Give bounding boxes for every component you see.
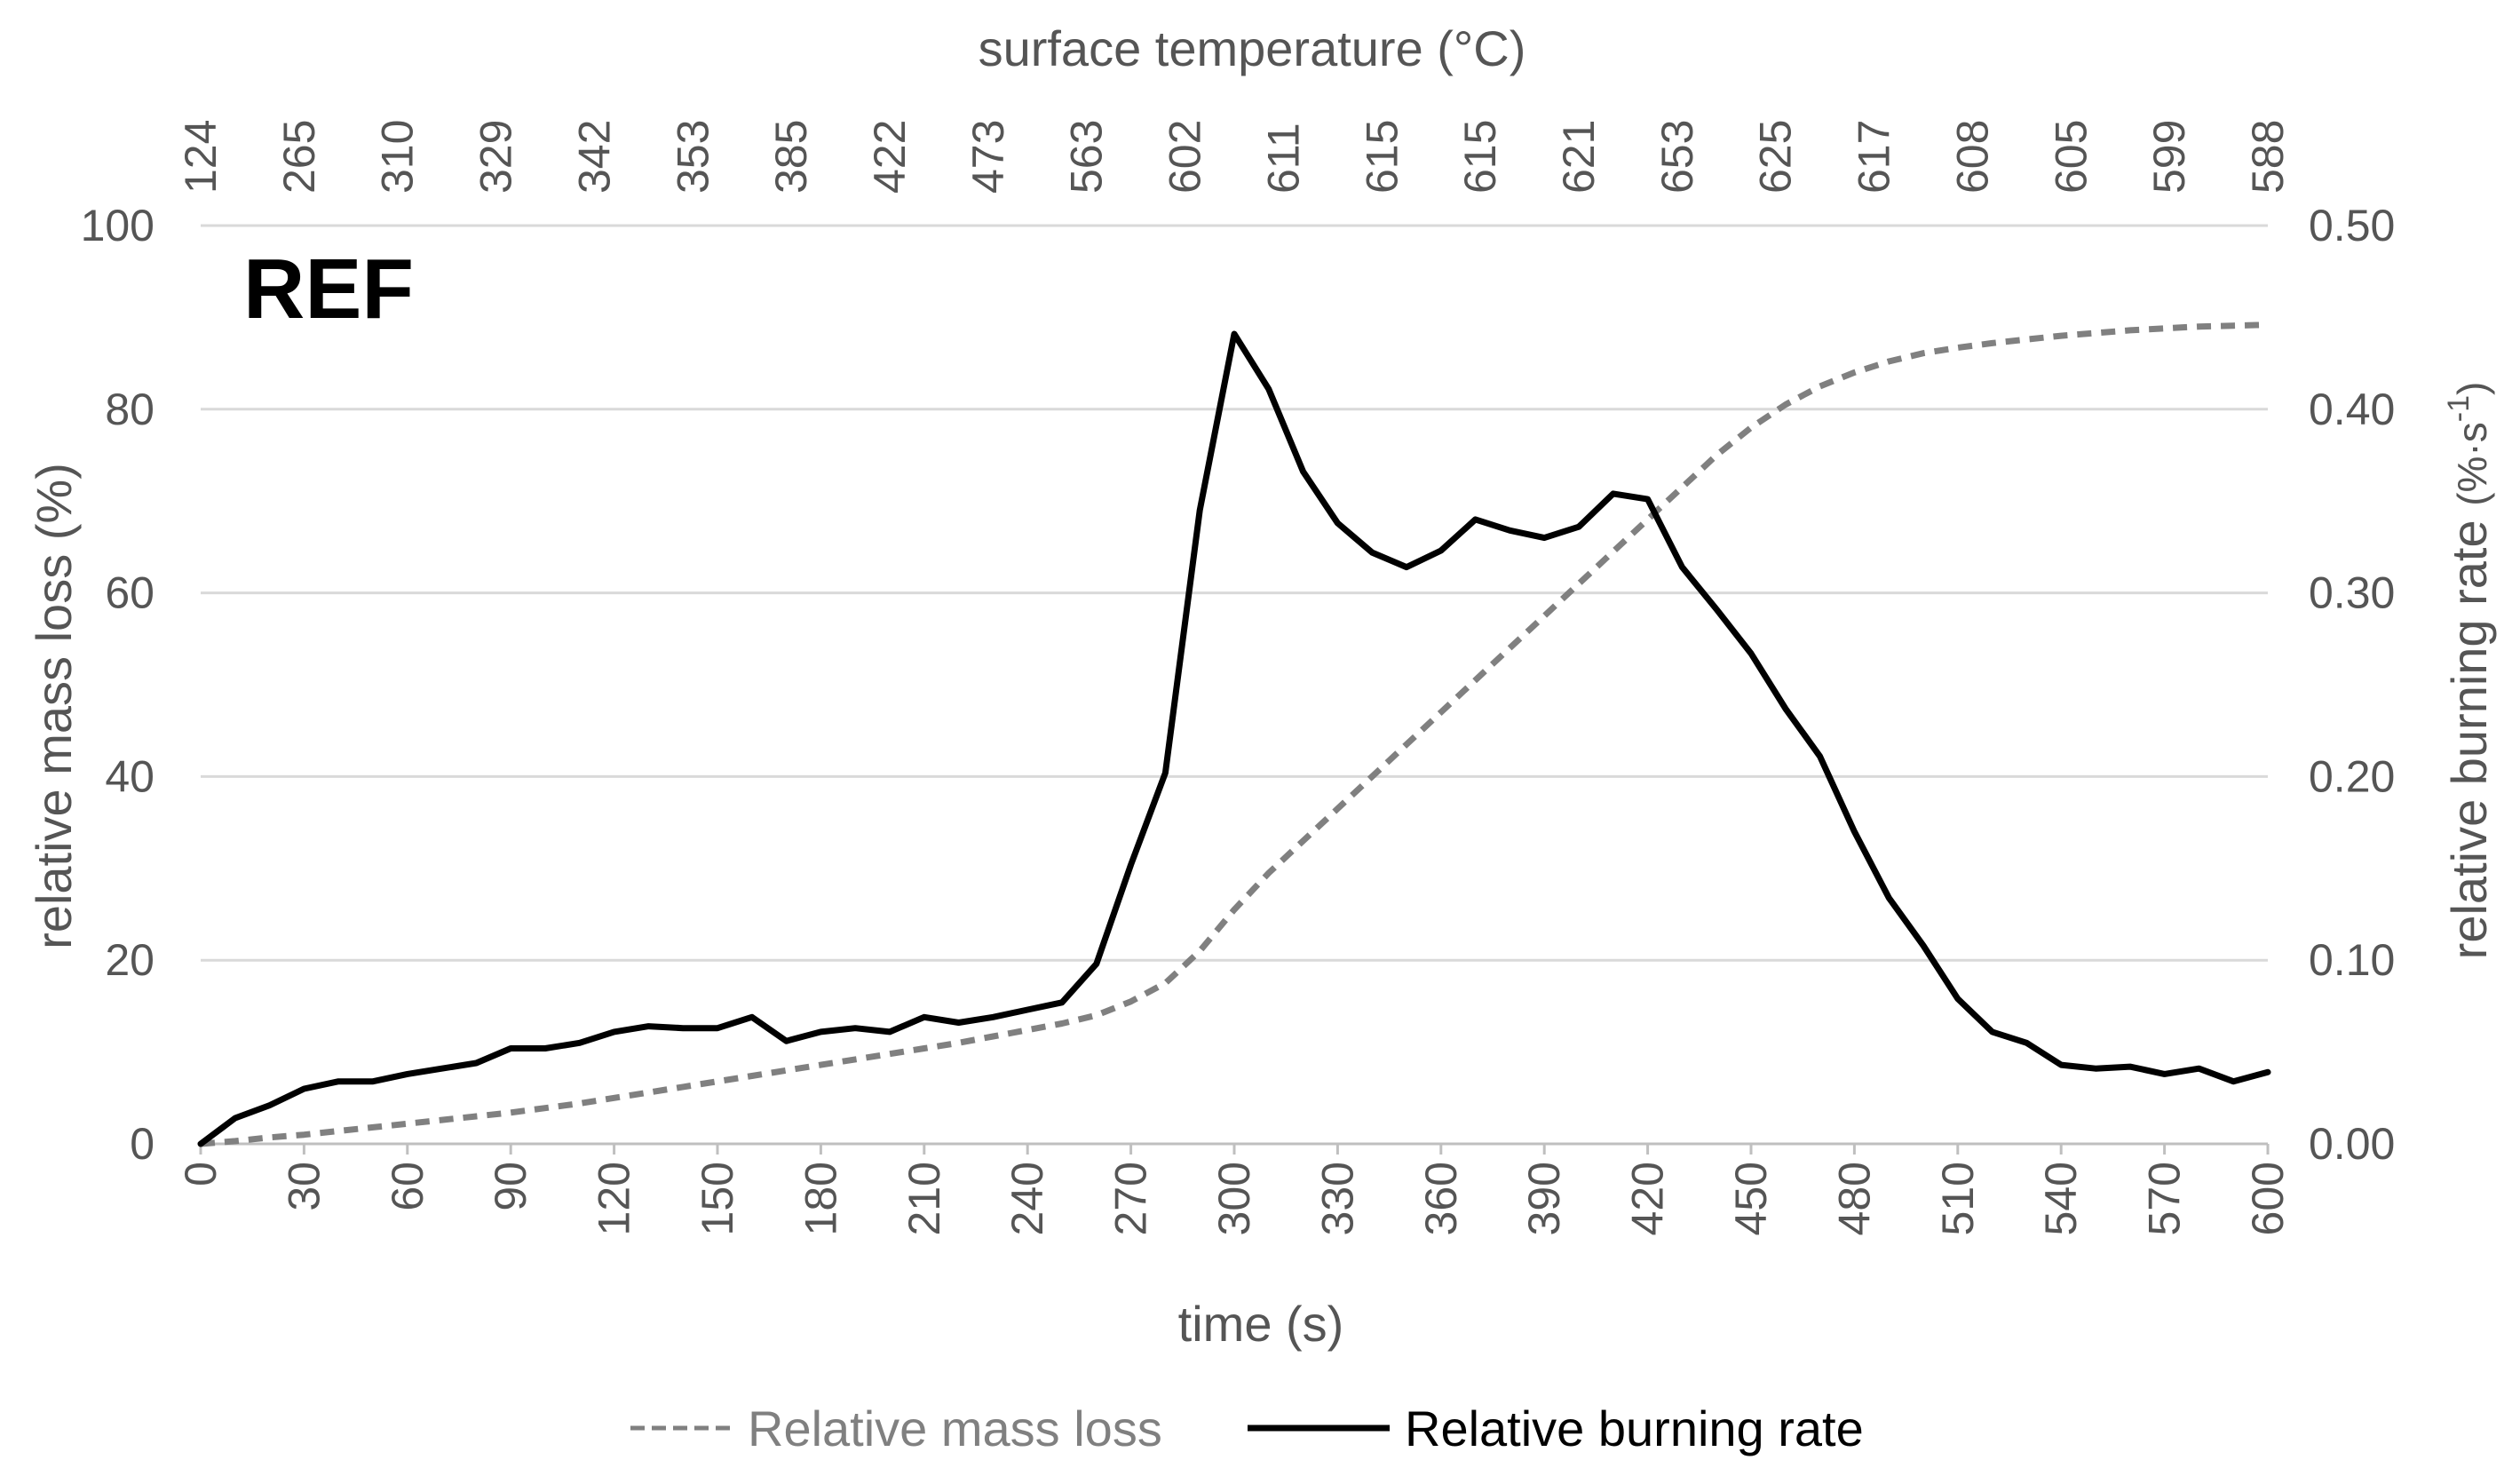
x-tick-label-3: 90 <box>486 1162 535 1211</box>
x2-tick-label-15: 653 <box>1652 120 1702 194</box>
x2-tick-label-16: 625 <box>1751 120 1801 194</box>
series-layer <box>197 321 2271 1147</box>
x2-tick-label-0: 124 <box>176 120 226 194</box>
x-tick-label-8: 240 <box>1002 1162 1052 1235</box>
x2-tick-label-10: 602 <box>1161 120 1210 194</box>
x-tick-label-4: 120 <box>590 1162 639 1235</box>
x-tick-label-10: 300 <box>1209 1162 1259 1235</box>
y2-tick-label-0: 0.00 <box>2309 1119 2395 1169</box>
x-tick-label-18: 540 <box>2036 1162 2086 1235</box>
x-tick-label-1: 30 <box>279 1162 329 1211</box>
x2-tick-label-13: 615 <box>1455 120 1505 194</box>
axes-layer <box>199 1142 2270 1155</box>
legend-label-burning-rate: Relative burning rate <box>1405 1401 1864 1456</box>
x2-tick-label-4: 342 <box>569 120 619 194</box>
y2-axis-title-unit: (%·s <box>2449 422 2495 506</box>
panel-label: REF <box>243 242 414 337</box>
y-tick-label-1: 20 <box>105 935 155 985</box>
series-line-relative-burning-rate <box>197 330 2271 1147</box>
y-tick-label-5: 100 <box>81 201 155 250</box>
y-tick-label-0: 0 <box>130 1119 155 1169</box>
y-axis-title: relative mass loss (%) <box>26 463 82 949</box>
series-line-relative-mass-loss <box>200 321 2269 1147</box>
x-tick-label-17: 510 <box>1933 1162 1983 1235</box>
x2-tick-label-11: 611 <box>1258 123 1308 194</box>
x2-tick-label-6: 385 <box>766 120 816 194</box>
legend-label-mass-loss: Relative mass loss <box>748 1401 1162 1456</box>
y2-tick-label-1: 0.10 <box>2309 935 2395 985</box>
x-tick-label-20: 600 <box>2243 1162 2293 1235</box>
x2-tick-label-12: 615 <box>1357 120 1407 194</box>
x-tick-label-9: 270 <box>1106 1162 1156 1235</box>
x2-tick-label-20: 599 <box>2144 120 2194 194</box>
x-tick-label-11: 330 <box>1312 1162 1362 1235</box>
y2-tick-label-5: 0.50 <box>2309 201 2395 250</box>
x-tick-label-5: 150 <box>693 1162 742 1235</box>
tick-layer: 0 30 60 90 120 150 180 210 240 270 300 330 360 390 420… <box>81 120 2396 1236</box>
x-tick-label-6: 180 <box>796 1162 845 1235</box>
x-tick-label-2: 60 <box>383 1162 432 1211</box>
x2-tick-label-19: 605 <box>2046 120 2096 194</box>
x-tick-label-13: 390 <box>1519 1162 1569 1235</box>
x2-tick-label-14: 621 <box>1554 120 1604 194</box>
x2-tick-label-5: 353 <box>668 120 717 194</box>
y2-axis-title-exp: -1 <box>2442 395 2476 422</box>
x2-axis-title: surface temperature (°C) <box>979 20 1526 76</box>
x-tick-label-14: 420 <box>1623 1162 1673 1235</box>
x2-tick-label-9: 563 <box>1062 120 1112 194</box>
y2-axis-title: relative burning rate (%·s-1) <box>2441 382 2497 960</box>
x2-tick-label-18: 608 <box>1947 120 1997 194</box>
x-tick-label-7: 210 <box>899 1162 949 1235</box>
x-tick-label-12: 360 <box>1416 1162 1466 1235</box>
y2-tick-label-4: 0.40 <box>2309 385 2395 434</box>
x2-tick-label-1: 265 <box>274 120 324 194</box>
x2-tick-label-21: 588 <box>2243 120 2293 194</box>
y-tick-label-3: 60 <box>105 568 155 618</box>
x2-tick-label-2: 310 <box>373 120 423 194</box>
x2-tick-label-7: 422 <box>865 120 915 194</box>
y2-tick-label-3: 0.30 <box>2309 568 2395 618</box>
y2-axis-title-main: relative burning rate <box>2441 506 2497 960</box>
x2-tick-label-8: 473 <box>963 120 1013 194</box>
x-tick-label-19: 570 <box>2140 1162 2190 1235</box>
x-tick-label-15: 450 <box>1726 1162 1776 1235</box>
x-tick-label-0: 0 <box>176 1162 226 1186</box>
x-axis-title: time (s) <box>1178 1296 1344 1352</box>
x2-tick-label-3: 329 <box>472 120 521 194</box>
x2-tick-label-17: 617 <box>1850 120 1899 194</box>
y-tick-label-4: 80 <box>105 385 155 434</box>
y2-axis-title-close: ) <box>2449 382 2495 395</box>
y-tick-label-2: 40 <box>105 751 155 801</box>
x-tick-label-16: 480 <box>1829 1162 1879 1235</box>
y2-tick-label-2: 0.20 <box>2309 751 2395 801</box>
legend: Relative mass loss Relative burning rate <box>630 1401 1864 1456</box>
grid-layer <box>201 224 2268 962</box>
